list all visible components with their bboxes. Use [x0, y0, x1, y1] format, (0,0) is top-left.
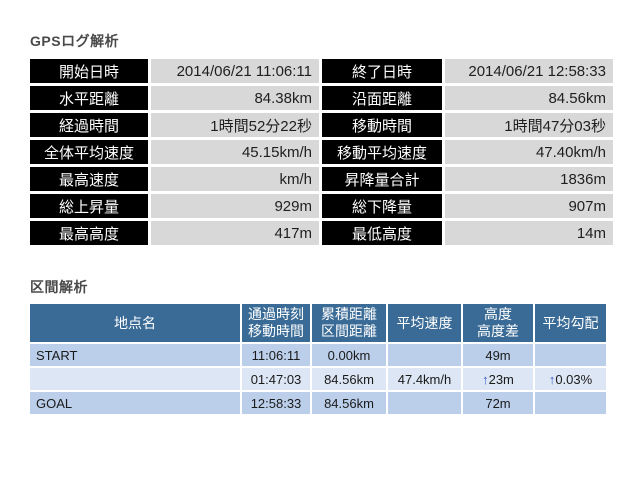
summary-row: 最高高度 417m 最低高度 14m	[30, 221, 613, 245]
summary-value-horizontal-distance: 84.38km	[151, 86, 319, 110]
col-header-avg-gradient: 平均勾配	[535, 304, 606, 342]
summary-row: 全体平均速度 45.15km/h 移動平均速度 47.40km/h	[30, 140, 613, 164]
summary-value-total-ascent: 929m	[151, 194, 319, 218]
cell-avg-speed	[388, 344, 461, 366]
summary-value-total-descent: 907m	[445, 194, 613, 218]
cell-altitude: 49m	[463, 344, 533, 366]
cell-avg-speed: 47.4km/h	[388, 368, 461, 390]
col-header-point-name: 地点名	[30, 304, 240, 342]
altitude-value: 72m	[485, 395, 511, 411]
summary-row: 最高速度 km/h 昇降量合計 1836m	[30, 167, 613, 191]
summary-value-total-elevation-change: 1836m	[445, 167, 613, 191]
cell-pass-time: 12:58:33	[242, 392, 310, 414]
section-header-row: 地点名 通過時刻 移動時間 累積距離 区間距離 平均速度 高度 高度差 平均勾配	[30, 304, 606, 342]
section-analysis-table: 地点名 通過時刻 移動時間 累積距離 区間距離 平均速度 高度 高度差 平均勾配…	[28, 302, 608, 416]
summary-value-end-datetime: 2014/06/21 12:58:33	[445, 59, 613, 83]
cell-point-name	[30, 368, 240, 390]
cell-altitude: 72m	[463, 392, 533, 414]
cell-distance: 0.00km	[312, 344, 386, 366]
summary-value-min-altitude: 14m	[445, 221, 613, 245]
cell-distance: 84.56km	[312, 368, 386, 390]
section-row-interval: 01:47:03 84.56km 47.4km/h ↑23m ↑0.03%	[30, 368, 606, 390]
cell-gradient: ↑0.03%	[535, 368, 606, 390]
gps-summary-title: GPSログ解析	[30, 33, 120, 49]
summary-label-surface-distance: 沿面距離	[322, 86, 442, 110]
cell-altitude: ↑23m	[463, 368, 533, 390]
summary-value-moving-time: 1時間47分03秒	[445, 113, 613, 137]
summary-value-surface-distance: 84.56km	[445, 86, 613, 110]
summary-label-total-ascent: 総上昇量	[30, 194, 148, 218]
summary-value-moving-avg-speed: 47.40km/h	[445, 140, 613, 164]
cell-moving-time: 01:47:03	[242, 368, 310, 390]
summary-value-start-datetime: 2014/06/21 11:06:11	[151, 59, 319, 83]
col-header-avg-speed: 平均速度	[388, 304, 461, 342]
summary-label-end-datetime: 終了日時	[322, 59, 442, 83]
summary-label-moving-avg-speed: 移動平均速度	[322, 140, 442, 164]
summary-label-horizontal-distance: 水平距離	[30, 86, 148, 110]
summary-value-overall-avg-speed: 45.15km/h	[151, 140, 319, 164]
col-header-pass-time: 通過時刻 移動時間	[242, 304, 310, 342]
summary-row: 水平距離 84.38km 沿面距離 84.56km	[30, 86, 613, 110]
gradient-value: 0.03%	[555, 371, 593, 387]
summary-label-start-datetime: 開始日時	[30, 59, 148, 83]
cell-point-name: START	[30, 344, 240, 366]
up-arrow-icon: ↑	[548, 371, 556, 387]
summary-label-elapsed-time: 経過時間	[30, 113, 148, 137]
summary-label-moving-time: 移動時間	[322, 113, 442, 137]
summary-row: 総上昇量 929m 総下降量 907m	[30, 194, 613, 218]
summary-label-total-descent: 総下降量	[322, 194, 442, 218]
summary-value-max-speed: km/h	[151, 167, 319, 191]
cell-gradient	[535, 392, 606, 414]
up-arrow-icon: ↑	[482, 371, 489, 387]
cell-avg-speed	[388, 392, 461, 414]
summary-value-max-altitude: 417m	[151, 221, 319, 245]
section-analysis-title: 区間解析	[30, 279, 88, 295]
col-header-altitude: 高度 高度差	[463, 304, 533, 342]
summary-label-total-elevation-change: 昇降量合計	[322, 167, 442, 191]
summary-row: 開始日時 2014/06/21 11:06:11 終了日時 2014/06/21…	[30, 59, 613, 83]
section-row-start: START 11:06:11 0.00km 49m	[30, 344, 606, 366]
gps-summary-table: 開始日時 2014/06/21 11:06:11 終了日時 2014/06/21…	[27, 56, 616, 248]
summary-label-overall-avg-speed: 全体平均速度	[30, 140, 148, 164]
cell-gradient	[535, 344, 606, 366]
cell-pass-time: 11:06:11	[242, 344, 310, 366]
col-header-distance: 累積距離 区間距離	[312, 304, 386, 342]
summary-label-min-altitude: 最低高度	[322, 221, 442, 245]
summary-value-elapsed-time: 1時間52分22秒	[151, 113, 319, 137]
summary-label-max-speed: 最高速度	[30, 167, 148, 191]
summary-label-max-altitude: 最高高度	[30, 221, 148, 245]
summary-row: 経過時間 1時間52分22秒 移動時間 1時間47分03秒	[30, 113, 613, 137]
cell-distance: 84.56km	[312, 392, 386, 414]
altitude-value: 49m	[485, 347, 511, 363]
altitude-value: 23m	[488, 371, 514, 387]
cell-point-name: GOAL	[30, 392, 240, 414]
section-row-goal: GOAL 12:58:33 84.56km 72m	[30, 392, 606, 414]
